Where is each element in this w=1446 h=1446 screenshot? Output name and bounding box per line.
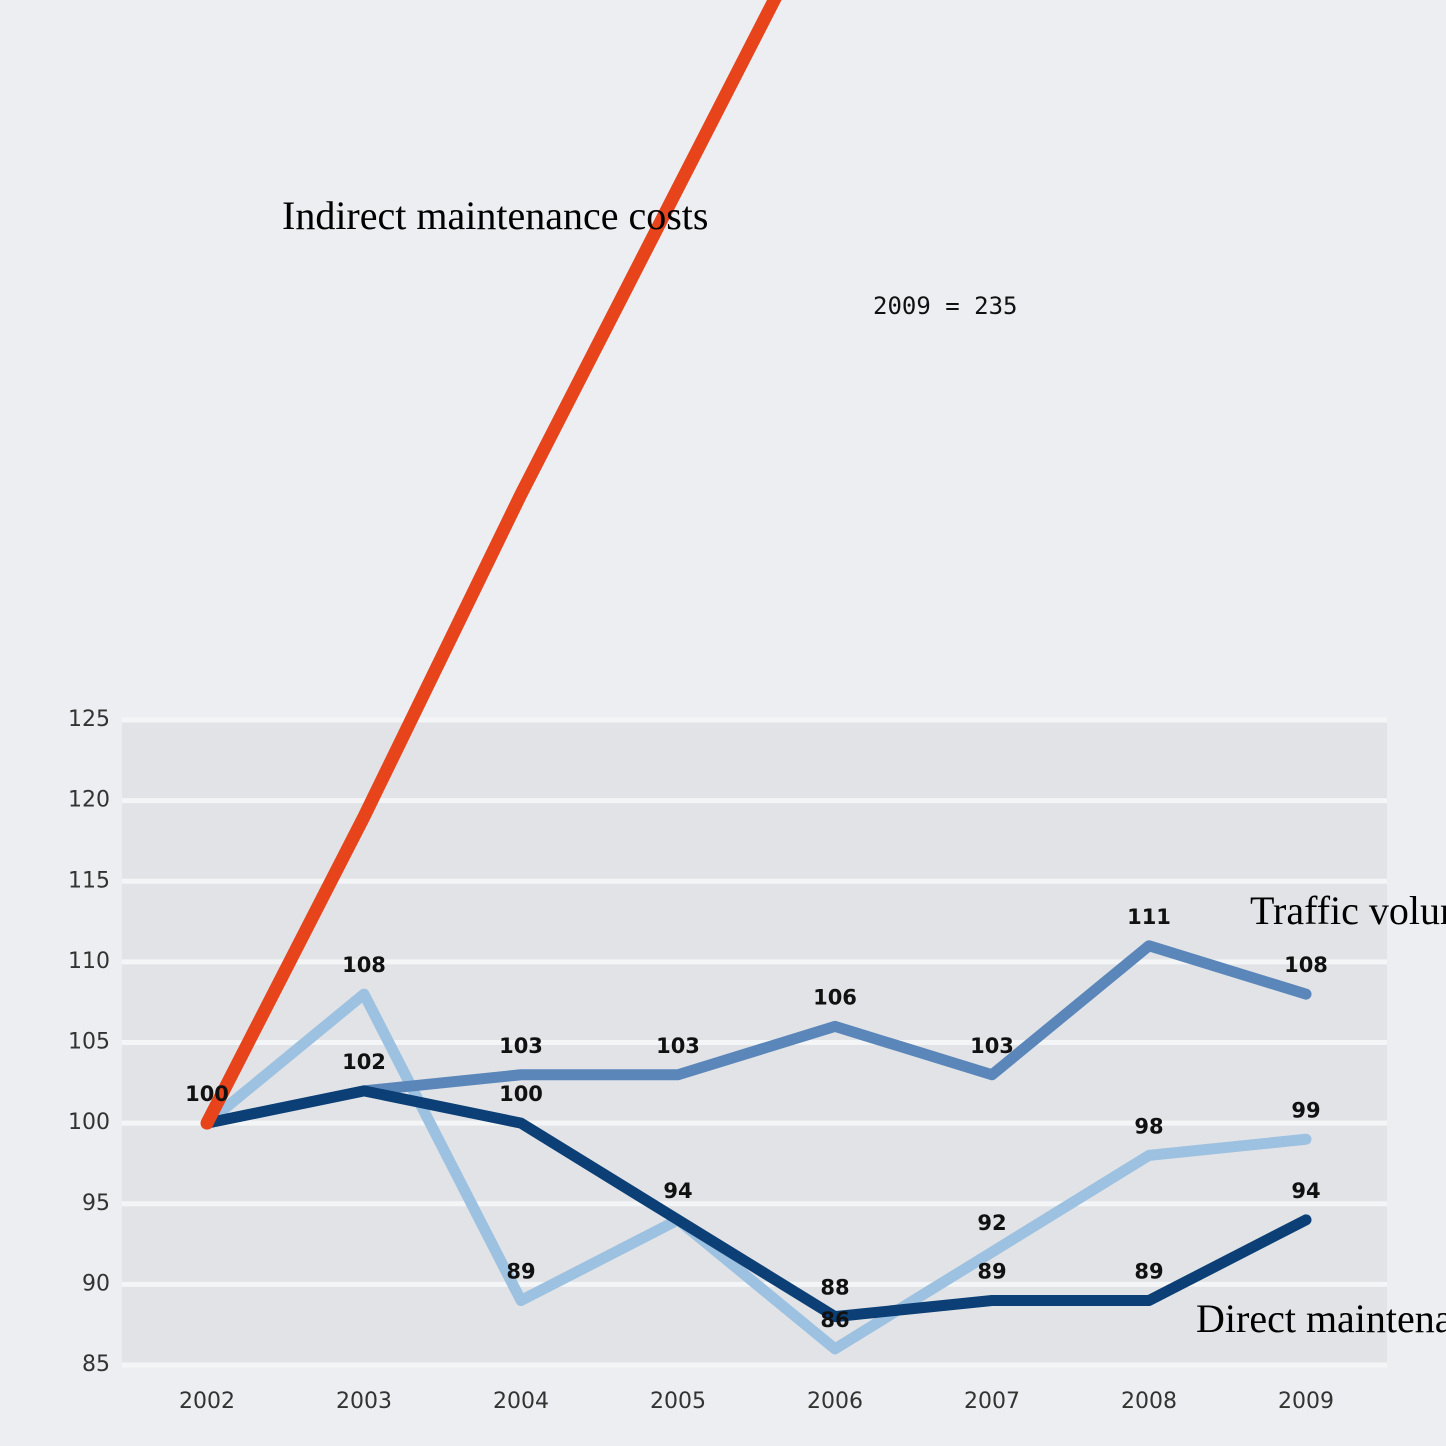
data-label: 94 <box>1291 1179 1320 1203</box>
data-label: 103 <box>499 1034 543 1058</box>
data-label: 106 <box>813 985 857 1009</box>
data-label: 102 <box>342 1050 386 1074</box>
x-tick-label: 2003 <box>336 1389 392 1414</box>
data-label: 89 <box>977 1260 1006 1284</box>
x-tick-label: 2009 <box>1278 1389 1334 1414</box>
series-line <box>201 1085 1312 1323</box>
data-label: 108 <box>342 953 386 977</box>
y-tick-label: 115 <box>68 868 110 893</box>
data-label: 99 <box>1291 1098 1320 1122</box>
x-tick-label: 2007 <box>964 1389 1020 1414</box>
data-label: 111 <box>1127 905 1171 929</box>
x-tick-label: 2004 <box>493 1389 549 1414</box>
data-label: 108 <box>1284 953 1328 977</box>
series-label: Indirect maintenance costs <box>282 193 708 238</box>
data-label: 88 <box>820 1276 849 1300</box>
data-label: 92 <box>977 1211 1006 1235</box>
y-tick-label: 100 <box>68 1110 110 1135</box>
series-line <box>201 988 1312 1355</box>
data-label: 98 <box>1134 1114 1163 1138</box>
y-tick-label: 95 <box>82 1191 110 1216</box>
series-line <box>201 940 1312 1129</box>
data-label: 100 <box>185 1082 229 1106</box>
data-label: 86 <box>820 1308 849 1332</box>
series-label: Traffic volume <box>1250 888 1446 933</box>
x-tick-label: 2005 <box>650 1389 706 1414</box>
y-tick-label: 85 <box>82 1352 110 1377</box>
data-label: 89 <box>506 1260 535 1284</box>
x-tick-label: 2008 <box>1121 1389 1177 1414</box>
data-label: 89 <box>1134 1260 1163 1284</box>
y-tick-label: 105 <box>68 1030 110 1055</box>
series-line <box>200 0 782 1130</box>
x-tick-label: 2006 <box>807 1389 863 1414</box>
data-label: 94 <box>663 1179 692 1203</box>
data-label: 100 <box>499 1082 543 1106</box>
annotation: 2009 = 235 <box>873 292 1018 320</box>
series-label: Direct maintenance costs <box>1196 1296 1446 1341</box>
data-label: 103 <box>656 1034 700 1058</box>
x-tick-label: 2002 <box>179 1389 235 1414</box>
y-tick-label: 90 <box>82 1271 110 1296</box>
data-label: 103 <box>970 1034 1014 1058</box>
y-tick-label: 110 <box>68 949 110 974</box>
y-tick-label: 125 <box>68 707 110 732</box>
y-tick-label: 120 <box>68 788 110 813</box>
